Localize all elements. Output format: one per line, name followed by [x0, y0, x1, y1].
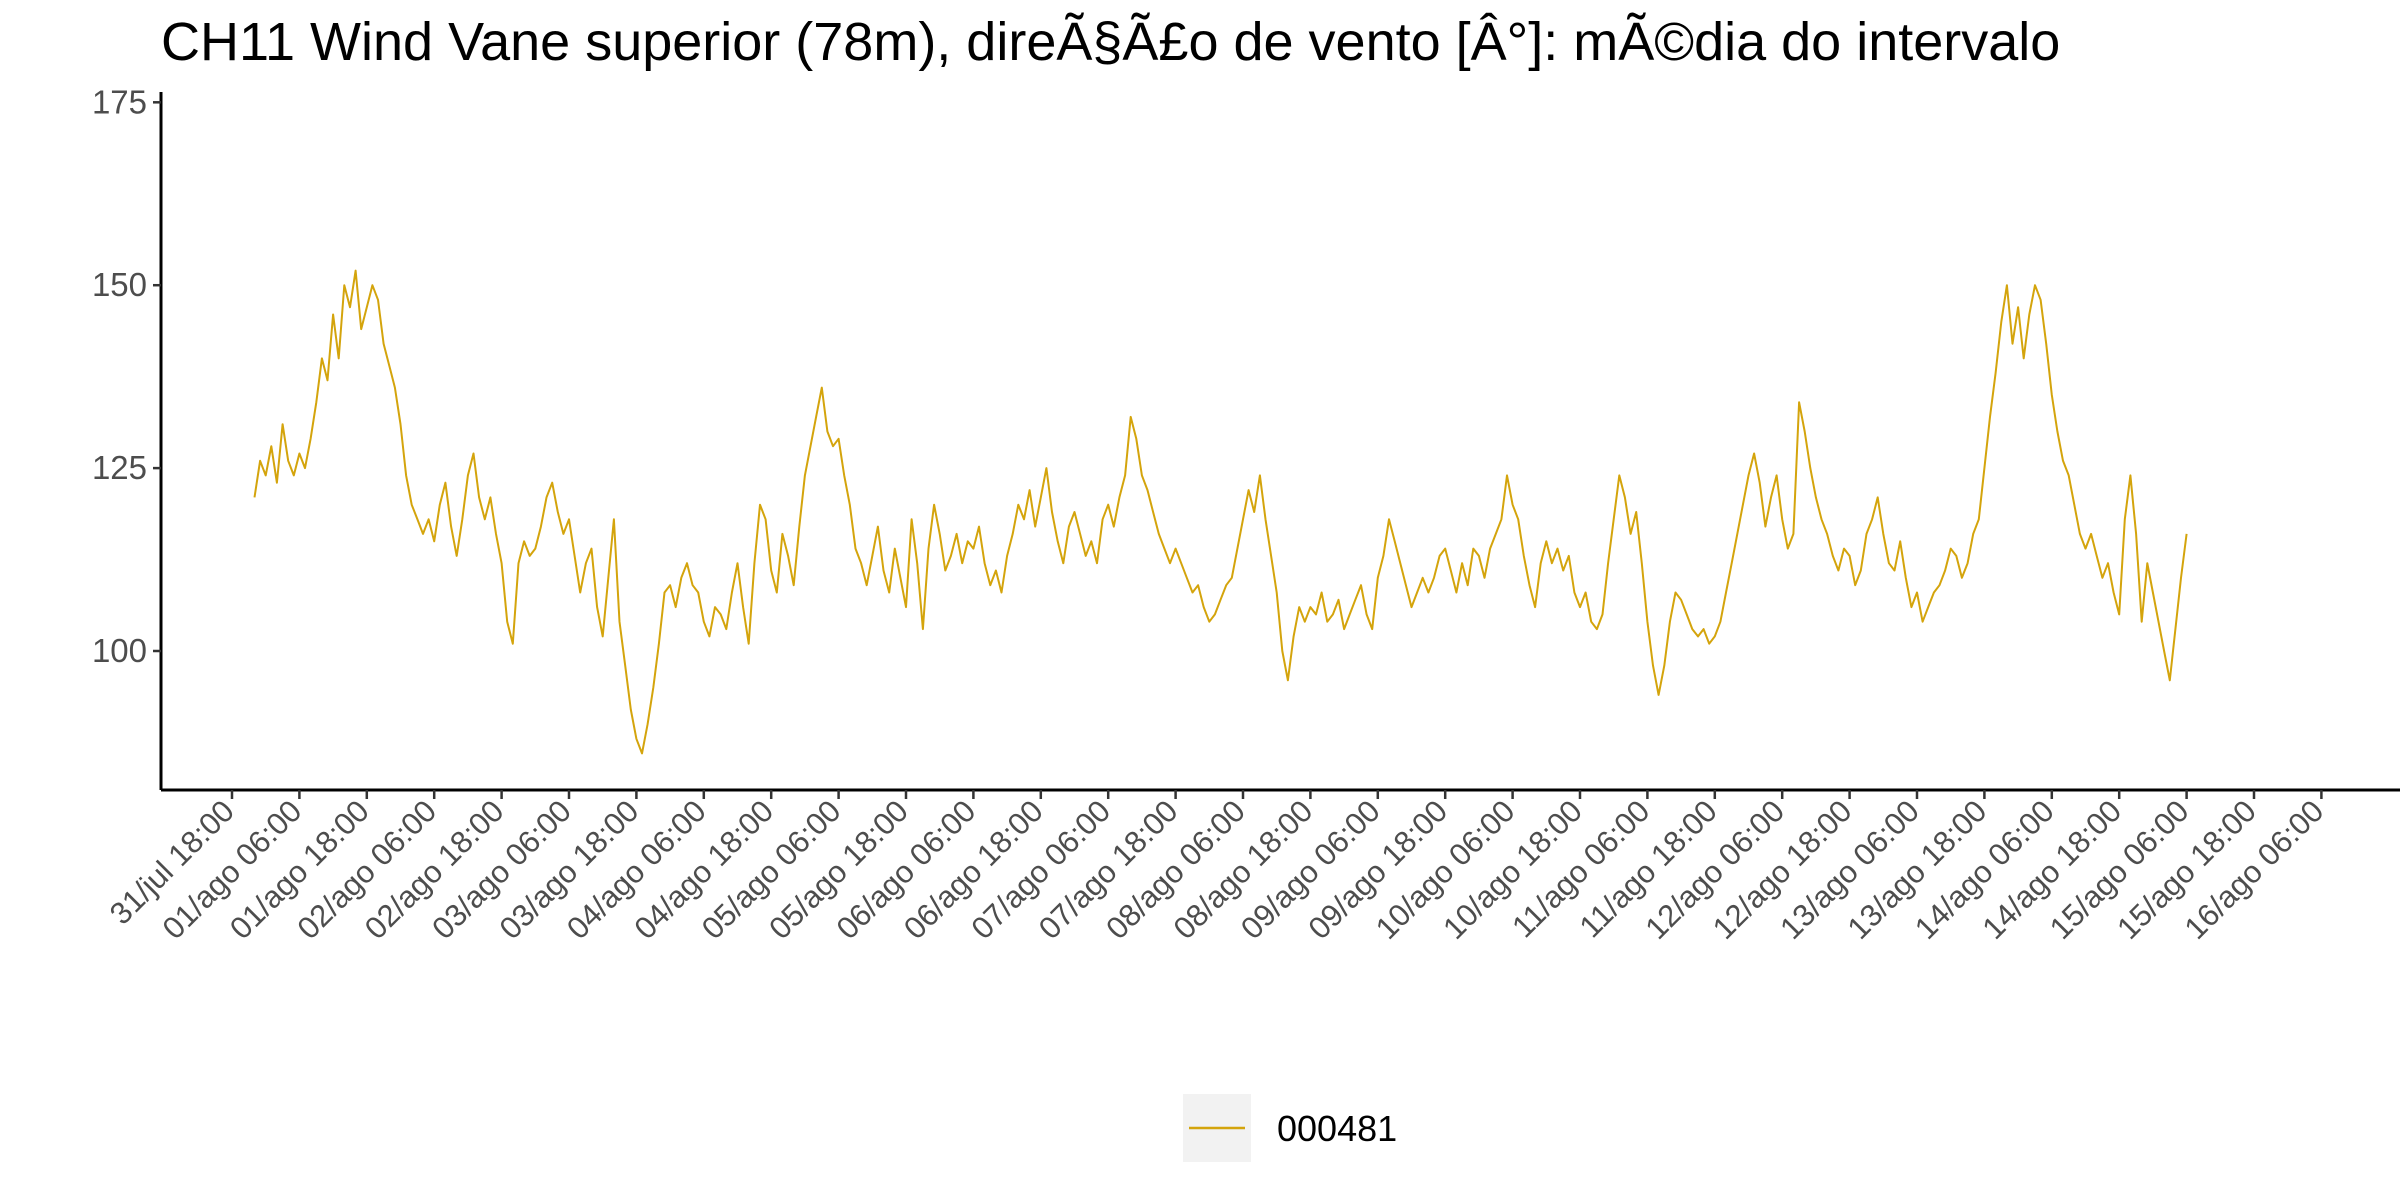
y-tick-label: 125	[92, 449, 147, 486]
y-tick-label: 175	[92, 83, 147, 120]
y-tick-label: 150	[92, 266, 147, 303]
legend: 000481	[1183, 1094, 1397, 1162]
plot-area	[253, 269, 2188, 755]
series-line-000481	[253, 269, 2188, 755]
chart-title: CH11 Wind Vane superior (78m), direÃ§Ã£o…	[161, 12, 2060, 72]
legend-label: 000481	[1277, 1108, 1397, 1149]
y-tick-label: 100	[92, 632, 147, 669]
